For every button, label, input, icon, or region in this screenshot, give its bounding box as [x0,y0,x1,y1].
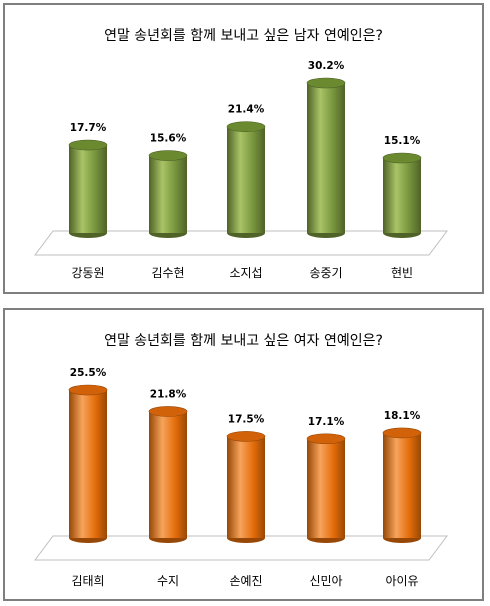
female-chart-title: 연말 송년회를 함께 보내고 싶은 여자 연예인은? [104,333,383,349]
male-bar [306,77,346,238]
female-value-label: 25.5% [70,367,107,379]
female-chart-panel: 연말 송년회를 함께 보내고 싶은 여자 연예인은? 25.5% 김태희 21.8%… [3,308,484,601]
male-category-label: 강동원 [71,266,104,280]
female-category-label: 수지 [157,574,179,588]
male-value-label: 15.6% [150,133,187,145]
male-category-label: 현빈 [391,266,413,280]
female-bar [382,427,422,543]
female-category-label: 신민아 [309,574,342,588]
female-bar [148,406,188,543]
female-value-label: 18.1% [384,410,421,422]
male-value-label: 21.4% [228,104,265,116]
female-value-label: 17.1% [308,416,345,428]
male-chart-panel: 연말 송년회를 함께 보내고 싶은 남자 연예인은? 17.7% 강동원 15.6%… [3,3,484,294]
female-value-label: 17.5% [228,413,265,425]
male-value-label: 15.1% [384,135,421,147]
male-category-label: 김수현 [151,266,184,280]
female-bar [306,433,346,543]
female-bar [226,431,266,543]
male-chart-plot: 17.7% 강동원 15.6% 김수현 21.4% 소지섭 30.2% 송중기 15.1% 현빈 [34,60,448,280]
male-bar [68,139,108,238]
male-chart-title: 연말 송년회를 함께 보내고 싶은 남자 연예인은? [104,28,383,44]
male-bar [382,152,422,238]
male-bar [148,150,188,238]
female-category-label: 김태희 [71,574,104,588]
male-bar [226,121,266,238]
female-category-label: 손예진 [229,574,262,588]
female-value-label: 21.8% [150,388,187,400]
male-category-label: 송중기 [309,266,342,280]
male-value-label: 30.2% [308,60,345,72]
male-category-label: 소지섭 [229,266,262,280]
male-value-label: 17.7% [70,122,107,134]
female-bar [68,384,108,543]
female-chart-plot: 25.5% 김태희 21.8% 수지 17.5% 손예진 17.1% 신민아 18.1% 아이유 [34,367,448,588]
female-category-label: 아이유 [385,574,418,588]
